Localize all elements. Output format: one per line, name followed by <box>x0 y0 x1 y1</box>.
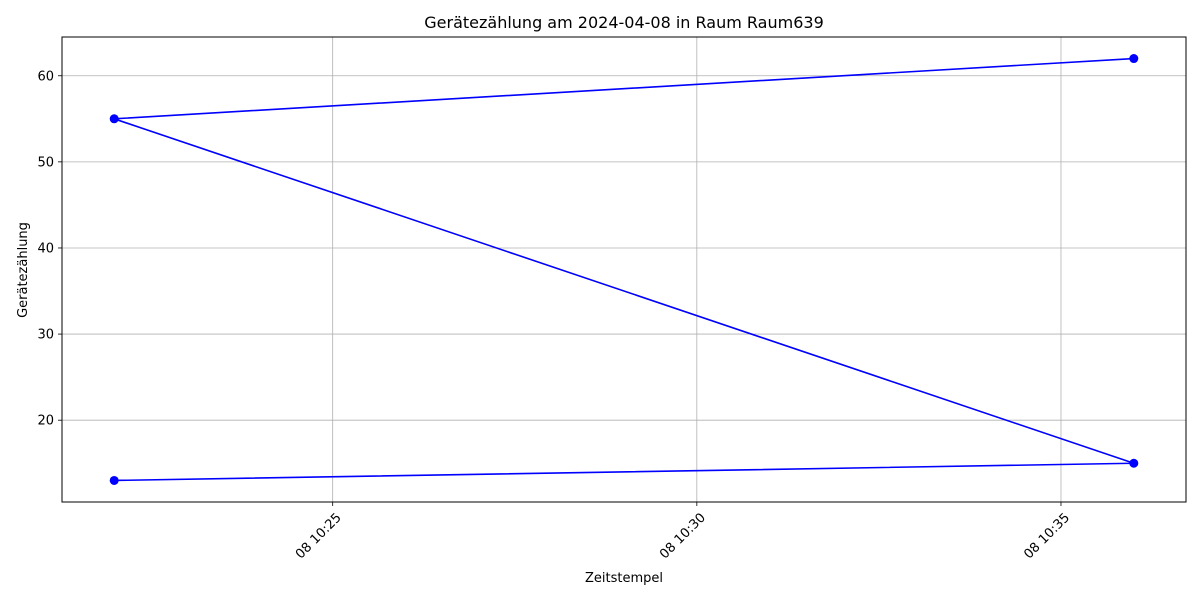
y-tick-label: 60 <box>37 69 54 84</box>
series-line <box>113 57 1135 482</box>
grid <box>62 37 1186 502</box>
y-tick-label: 30 <box>37 328 54 343</box>
data-point <box>1129 54 1139 64</box>
y-axis-label: Gerätezählung <box>16 222 31 318</box>
data-point <box>109 475 119 485</box>
data-point <box>109 114 119 124</box>
y-tick-label: 20 <box>37 414 54 429</box>
data-point <box>1129 458 1139 468</box>
y-axis-ticks: 20 30 40 50 60 <box>37 69 62 429</box>
y-tick-label: 50 <box>37 155 54 170</box>
y-tick-label: 40 <box>37 241 54 256</box>
series-layer <box>109 54 1139 485</box>
chart-title: Gerätezählung am 2024-04-08 in Raum Raum… <box>424 13 824 32</box>
x-axis-label: Zeitstempel <box>585 571 663 586</box>
plot-frame <box>61 36 1187 503</box>
